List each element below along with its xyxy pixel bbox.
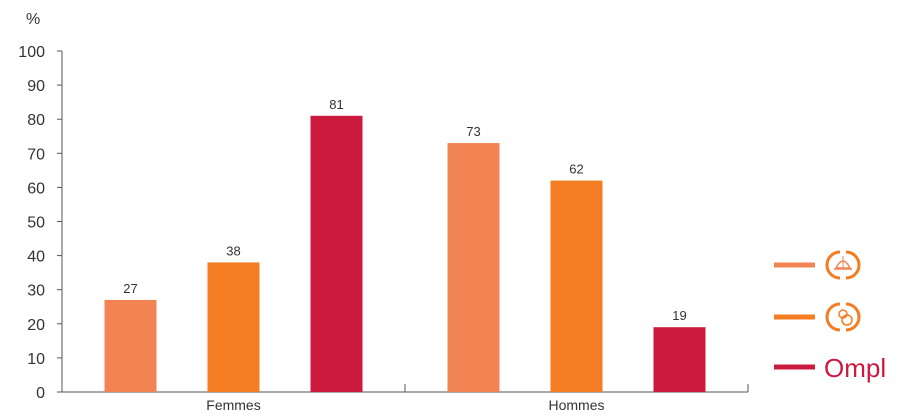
y-tick-label: 30 bbox=[27, 283, 45, 300]
bars-group bbox=[104, 115, 706, 392]
y-tick-label: 50 bbox=[27, 215, 45, 232]
x-category-label: Hommes bbox=[548, 397, 604, 413]
y-tick-label: 0 bbox=[36, 385, 45, 402]
y-axis: 0 10 20 30 40 50 60 70 80 90 100 bbox=[18, 44, 63, 402]
y-tick-label: 40 bbox=[27, 249, 45, 266]
data-label: 62 bbox=[569, 162, 583, 177]
x-axis: Femmes Hommes bbox=[61, 384, 749, 413]
worker-gear-icon bbox=[825, 302, 861, 332]
hardhat-worker-icon bbox=[825, 250, 861, 280]
data-label: 81 bbox=[329, 97, 343, 112]
bar bbox=[207, 262, 260, 392]
legend-label-ompl: Ompl bbox=[824, 353, 886, 383]
bar bbox=[447, 143, 500, 392]
data-label: 38 bbox=[226, 243, 240, 258]
bar bbox=[310, 115, 363, 392]
bar bbox=[104, 299, 157, 392]
bar bbox=[550, 180, 603, 392]
legend-item-2 bbox=[774, 302, 861, 332]
x-category-label: Femmes bbox=[206, 397, 260, 413]
bar bbox=[653, 327, 706, 392]
y-tick-label: 10 bbox=[27, 351, 45, 368]
legend: Ompl bbox=[774, 250, 886, 383]
y-axis-unit: % bbox=[26, 11, 40, 28]
y-tick-label: 90 bbox=[27, 78, 45, 95]
data-label: 73 bbox=[466, 124, 480, 139]
legend-item-1 bbox=[774, 250, 861, 280]
y-tick-label: 100 bbox=[18, 44, 45, 61]
legend-item-3: Ompl bbox=[774, 353, 886, 383]
data-label: 19 bbox=[672, 308, 686, 323]
y-tick-label: 70 bbox=[27, 146, 45, 163]
y-tick-label: 60 bbox=[27, 180, 45, 197]
data-label: 27 bbox=[123, 281, 137, 296]
data-labels-group: 27 38 81 73 62 19 bbox=[123, 97, 686, 323]
y-tick-label: 20 bbox=[27, 317, 45, 334]
y-tick-label: 80 bbox=[27, 112, 45, 129]
